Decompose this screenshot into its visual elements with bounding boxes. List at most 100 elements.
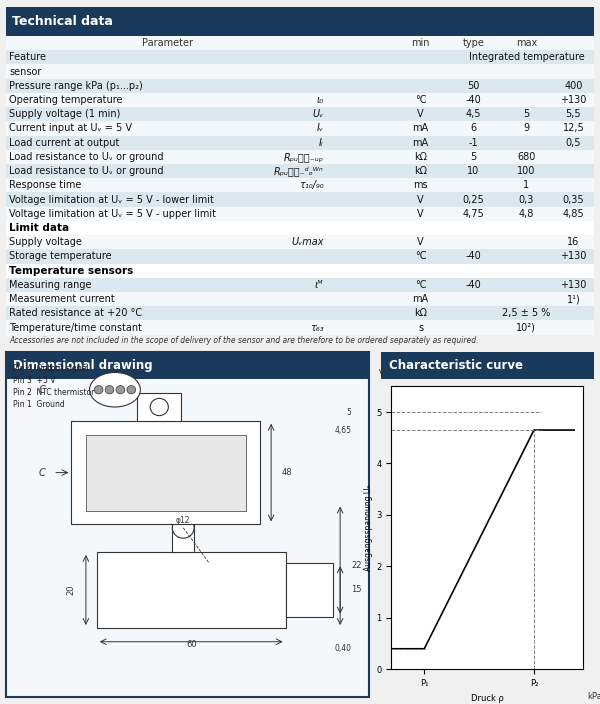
FancyBboxPatch shape	[6, 352, 369, 697]
FancyBboxPatch shape	[6, 320, 594, 334]
Text: 5,5: 5,5	[566, 109, 581, 119]
Text: 20: 20	[67, 585, 76, 595]
Text: ms: ms	[413, 180, 428, 190]
Text: Technical data: Technical data	[12, 15, 113, 28]
FancyBboxPatch shape	[6, 150, 594, 164]
Text: 60: 60	[186, 640, 197, 648]
Text: Pin 3  +5 V: Pin 3 +5 V	[13, 376, 56, 385]
Text: Supply voltage (1 min): Supply voltage (1 min)	[9, 109, 121, 119]
Text: V: V	[417, 209, 424, 219]
FancyBboxPatch shape	[6, 107, 594, 121]
Text: 48: 48	[282, 468, 293, 477]
Bar	[172, 503, 194, 552]
Text: Parameter: Parameter	[142, 38, 193, 48]
Text: 1¹): 1¹)	[566, 294, 580, 304]
Text: τ₆₃: τ₆₃	[310, 322, 323, 332]
Text: Load current at output: Load current at output	[9, 138, 119, 148]
Circle shape	[150, 398, 169, 415]
Text: Storage temperature: Storage temperature	[9, 251, 112, 261]
Text: Limit data: Limit data	[9, 223, 69, 233]
Text: Uᵥ: Uᵥ	[312, 109, 323, 119]
Text: Uᵥmax: Uᵥmax	[291, 237, 323, 247]
Text: -40: -40	[466, 95, 481, 105]
Text: C: C	[39, 385, 46, 395]
Text: 12,5: 12,5	[563, 123, 584, 134]
FancyBboxPatch shape	[381, 352, 594, 379]
Text: -1: -1	[469, 138, 478, 148]
Text: 10²): 10²)	[517, 322, 536, 332]
Text: C: C	[39, 467, 46, 477]
FancyBboxPatch shape	[6, 306, 594, 320]
Text: s: s	[418, 322, 423, 332]
Text: type: type	[463, 38, 484, 48]
FancyBboxPatch shape	[6, 235, 594, 249]
Text: Load resistance to Uᵥ or ground: Load resistance to Uᵥ or ground	[9, 166, 163, 176]
Text: kΩ: kΩ	[414, 308, 427, 318]
Text: Feature: Feature	[9, 52, 46, 63]
Text: kΩ: kΩ	[414, 166, 427, 176]
Text: 4,5: 4,5	[466, 109, 481, 119]
Text: Supply voltage: Supply voltage	[9, 237, 82, 247]
Bar	[97, 552, 286, 628]
Text: Pressure range kPa (p₁...p₂): Pressure range kPa (p₁...p₂)	[9, 81, 143, 91]
Text: Iᵥ: Iᵥ	[317, 123, 323, 134]
Text: Accessories are not included in the scope of delivery of the sensor and are ther: Accessories are not included in the scop…	[9, 336, 478, 345]
Text: Pin 4  Output signal: Pin 4 Output signal	[13, 364, 89, 373]
Text: max: max	[516, 38, 537, 48]
Text: 4,8: 4,8	[518, 209, 534, 219]
Text: Dimensional drawing: Dimensional drawing	[13, 359, 153, 372]
Text: 5: 5	[523, 109, 530, 119]
FancyBboxPatch shape	[6, 192, 594, 207]
Text: 0,35: 0,35	[563, 194, 584, 205]
Bar	[71, 421, 260, 524]
FancyBboxPatch shape	[6, 352, 369, 379]
Text: +130: +130	[560, 280, 587, 290]
Text: mA: mA	[412, 294, 428, 304]
Text: Voltage limitation at Uᵥ = 5 V - upper limit: Voltage limitation at Uᵥ = 5 V - upper l…	[9, 209, 216, 219]
Circle shape	[172, 517, 194, 538]
Text: min: min	[411, 38, 430, 48]
Text: °C: °C	[415, 95, 426, 105]
Text: V: V	[417, 109, 424, 119]
FancyBboxPatch shape	[6, 207, 594, 221]
FancyBboxPatch shape	[6, 79, 594, 93]
Text: 6: 6	[470, 123, 476, 134]
Ellipse shape	[89, 372, 140, 407]
Text: Pin 2  NTC thermistor: Pin 2 NTC thermistor	[13, 388, 95, 397]
FancyBboxPatch shape	[6, 263, 594, 278]
Text: V: V	[417, 237, 424, 247]
Text: V: V	[417, 194, 424, 205]
Text: Voltage limitation at Uᵥ = 5 V - lower limit: Voltage limitation at Uᵥ = 5 V - lower l…	[9, 194, 214, 205]
FancyBboxPatch shape	[6, 178, 594, 192]
Text: Integrated temperature: Integrated temperature	[469, 52, 584, 63]
Bar	[86, 434, 245, 510]
Circle shape	[127, 386, 136, 394]
Bar	[137, 394, 181, 421]
Circle shape	[116, 386, 125, 394]
FancyBboxPatch shape	[6, 136, 594, 150]
Text: 100: 100	[517, 166, 536, 176]
Circle shape	[94, 386, 103, 394]
Text: Rₚᵤᵬᵬ₋ᵤₚ: Rₚᵤᵬᵬ₋ᵤₚ	[284, 152, 323, 162]
Text: 1: 1	[523, 180, 529, 190]
FancyBboxPatch shape	[6, 93, 594, 107]
Text: sensor: sensor	[9, 67, 41, 77]
Text: ι₀: ι₀	[316, 95, 323, 105]
FancyBboxPatch shape	[6, 292, 594, 306]
Text: Temperature sensors: Temperature sensors	[9, 265, 133, 276]
Text: Measuring range: Measuring range	[9, 280, 91, 290]
Text: +130: +130	[560, 251, 587, 261]
Bar	[286, 563, 333, 617]
Text: Load resistance to Uᵥ or ground: Load resistance to Uᵥ or ground	[9, 152, 163, 162]
Text: -40: -40	[466, 280, 481, 290]
Text: Characteristic curve: Characteristic curve	[389, 359, 523, 372]
Text: Measurement current: Measurement current	[9, 294, 115, 304]
FancyBboxPatch shape	[6, 50, 594, 65]
Text: Operating temperature: Operating temperature	[9, 95, 122, 105]
Text: °C: °C	[415, 251, 426, 261]
FancyBboxPatch shape	[6, 65, 594, 79]
Text: +130: +130	[560, 95, 587, 105]
FancyBboxPatch shape	[6, 36, 594, 50]
Text: Response time: Response time	[9, 180, 82, 190]
FancyBboxPatch shape	[6, 164, 594, 178]
